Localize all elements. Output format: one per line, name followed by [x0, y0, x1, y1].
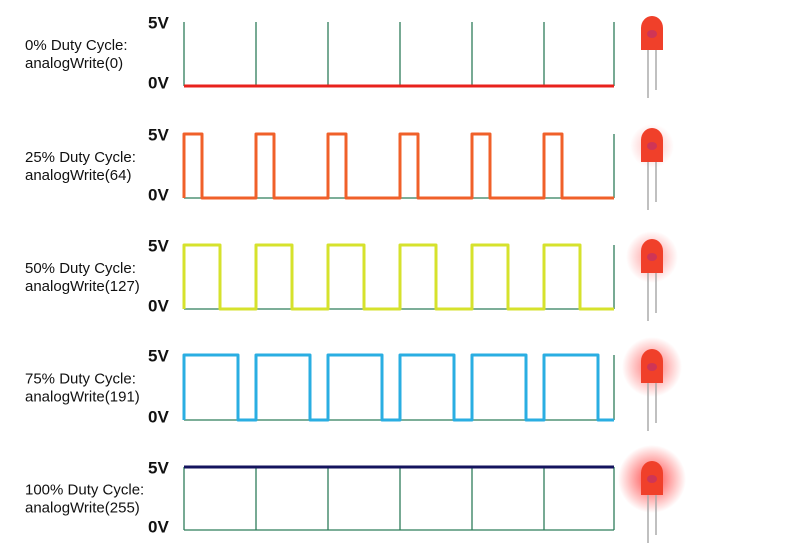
low-label: 0V	[148, 185, 169, 204]
duty-title: 50% Duty Cycle:	[25, 260, 136, 277]
led-core	[647, 30, 657, 38]
duty-title: 100% Duty Cycle:	[25, 481, 144, 498]
duty-code: analogWrite(64)	[25, 167, 131, 184]
led-core	[647, 253, 657, 261]
duty-code: analogWrite(255)	[25, 499, 140, 516]
high-label: 5V	[148, 458, 169, 477]
waveform	[182, 132, 614, 200]
waveform	[182, 243, 614, 311]
low-label: 0V	[148, 517, 169, 536]
low-label: 0V	[148, 73, 169, 92]
low-label: 0V	[148, 407, 169, 426]
duty-title: 75% Duty Cycle:	[25, 370, 136, 387]
duty-code: analogWrite(191)	[25, 388, 140, 405]
duty-code: analogWrite(127)	[25, 278, 140, 295]
high-label: 5V	[148, 346, 169, 365]
led-core	[647, 475, 657, 483]
high-label: 5V	[148, 13, 169, 32]
led-core	[647, 142, 657, 150]
waveform	[182, 353, 614, 422]
led-core	[647, 363, 657, 371]
low-label: 0V	[148, 296, 169, 315]
duty-code: analogWrite(0)	[25, 55, 123, 72]
duty-title: 25% Duty Cycle:	[25, 149, 136, 166]
high-label: 5V	[148, 236, 169, 255]
duty-title: 0% Duty Cycle:	[25, 37, 128, 54]
high-label: 5V	[148, 125, 169, 144]
